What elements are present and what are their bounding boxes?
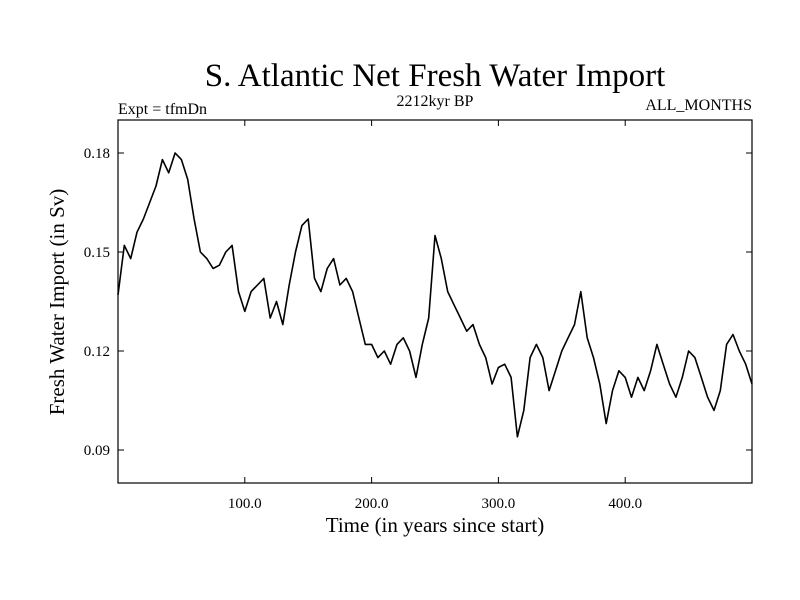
months-label: ALL_MONTHS — [645, 97, 752, 114]
x-tick-label: 100.0 — [228, 496, 262, 512]
y-axis-ticks — [118, 152, 752, 451]
x-tick-label: 200.0 — [355, 496, 389, 512]
series-line — [117, 152, 753, 438]
experiment-label: Expt = tfmDn — [118, 101, 207, 118]
y-axis-tick-labels: 0.09 0.12 0.15 0.18 — [84, 146, 110, 459]
x-tick-label: 300.0 — [482, 496, 516, 512]
x-tick-label: 400.0 — [608, 496, 642, 512]
y-tick-label: 0.12 — [84, 344, 110, 360]
series-layer — [117, 152, 753, 438]
x-axis-ticks — [244, 120, 626, 483]
chart-title: S. Atlantic Net Fresh Water Import — [205, 58, 666, 94]
period-label: 2212kyr BP — [397, 93, 474, 110]
y-tick-label: 0.18 — [84, 146, 110, 162]
x-axis-tick-labels: 100.0 200.0 300.0 400.0 — [228, 496, 642, 512]
y-tick-label: 0.15 — [84, 245, 110, 261]
y-tick-label: 0.09 — [84, 443, 110, 459]
plot-frame — [117, 119, 753, 484]
x-axis-label: Time (in years since start) — [326, 513, 545, 537]
y-axis-label: Fresh Water Import (in Sv) — [45, 189, 69, 416]
